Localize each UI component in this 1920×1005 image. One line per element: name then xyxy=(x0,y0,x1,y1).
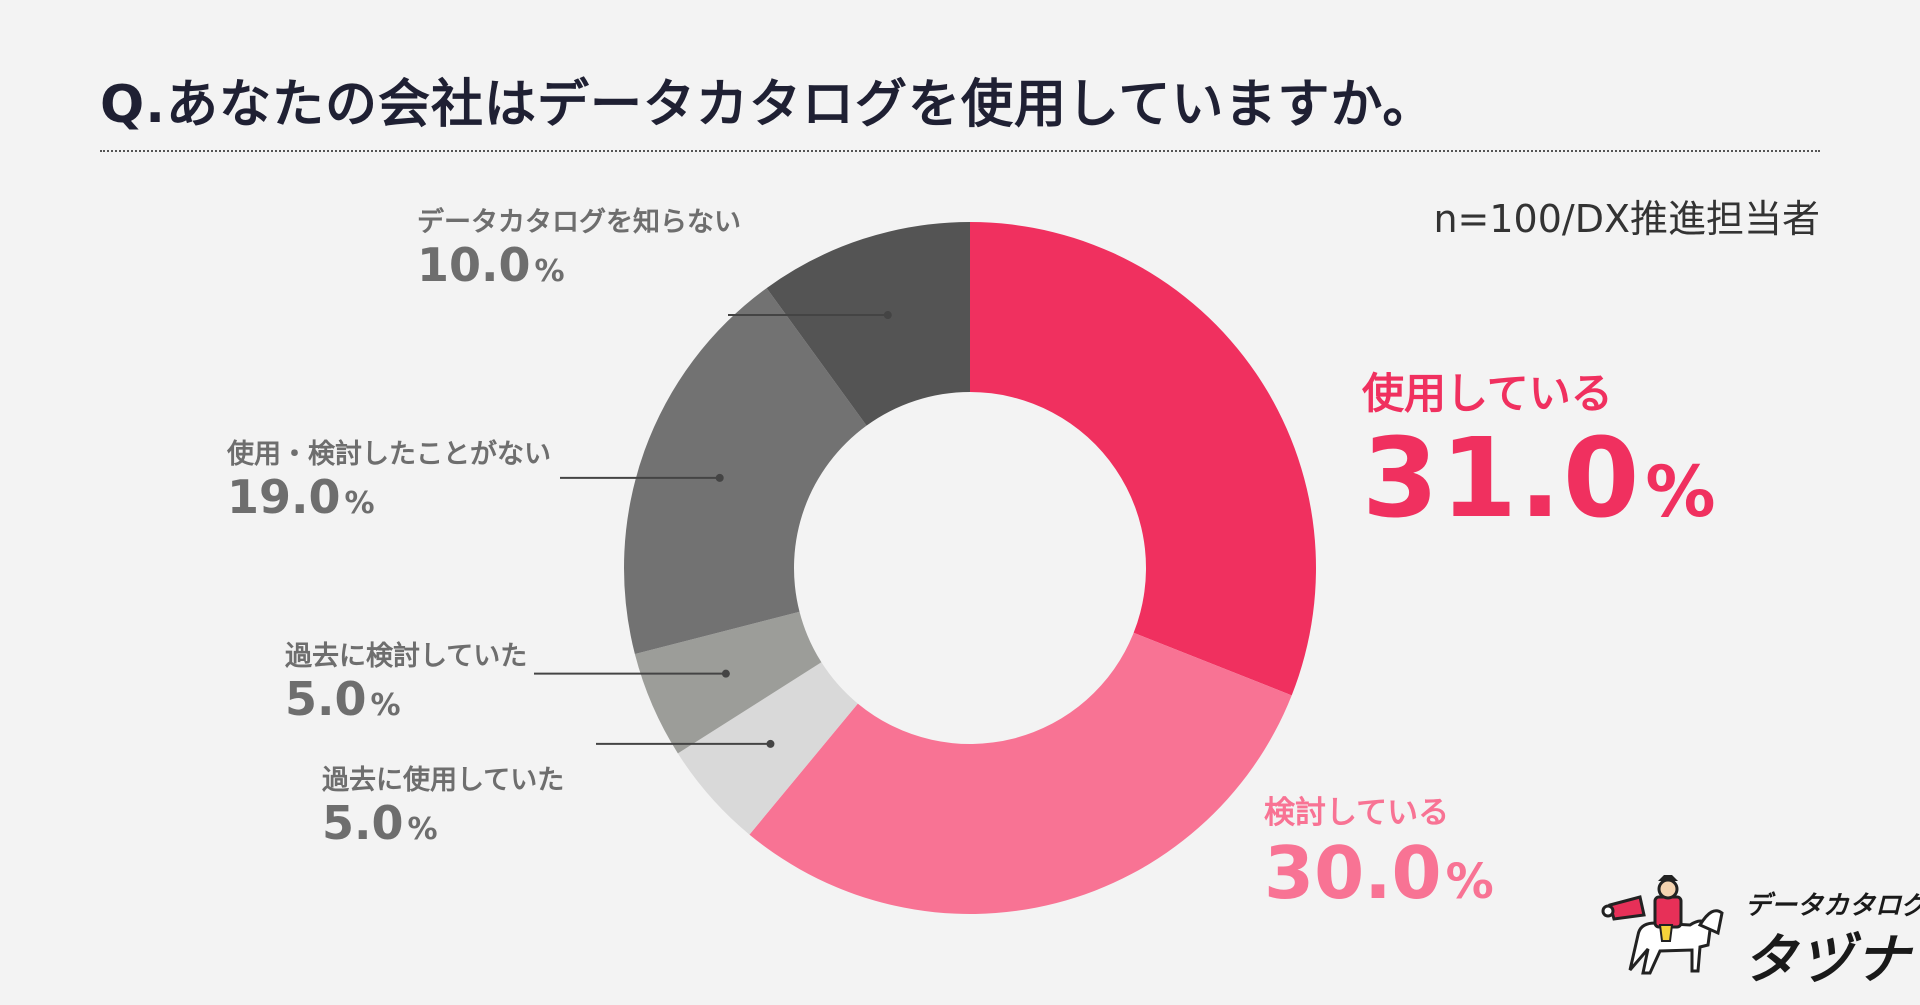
sample-note: n=100/DX推進担当者 xyxy=(1433,197,1820,241)
percent-sign: % xyxy=(534,254,565,289)
slice-label-value: 10.0 xyxy=(417,238,531,292)
donut-slice-never xyxy=(624,288,867,655)
slice-label-using: 使用している 31.0% xyxy=(1362,360,1718,537)
donut-slice-past-considered xyxy=(634,611,822,754)
slice-label-value: 31.0 xyxy=(1362,414,1642,542)
slice-label-past-considered: 過去に検討していた 5.0% xyxy=(285,634,527,726)
slice-label-name: 使用している xyxy=(1362,369,1613,418)
slice-label-never: 使用・検討したことがない 19.0% xyxy=(227,432,551,524)
slice-label-name: 使用・検討したことがない xyxy=(227,439,551,470)
logo-text-primary: データカタログ xyxy=(1745,891,1920,921)
leader-dot-unaware xyxy=(883,311,892,320)
logo-text-secondary: タヅナ xyxy=(1743,928,1911,991)
percent-sign: % xyxy=(1645,451,1718,533)
chart-title: Q.あなたの会社はデータカタログを使用していますか。 xyxy=(100,75,1436,135)
slice-label-name: 過去に使用していた xyxy=(322,765,565,796)
slice-label-unaware: データカタログを知らない 10.0% xyxy=(417,200,741,292)
donut-slice-past-used xyxy=(677,662,858,835)
slice-label-name: 過去に検討していた xyxy=(285,641,528,672)
donut-slice-unaware xyxy=(766,222,970,426)
horse-rider-mascot-icon xyxy=(1601,875,1724,975)
slice-label-past-used: 過去に使用していた 5.0% xyxy=(322,758,564,850)
percent-sign: % xyxy=(344,486,375,521)
brand-logo: データカタログ タヅナ xyxy=(1600,875,1920,991)
slice-label-value: 19.0 xyxy=(227,470,341,524)
percent-sign: % xyxy=(407,812,438,847)
percent-sign: % xyxy=(370,688,401,723)
title-divider xyxy=(100,150,1820,152)
slice-label-name: データカタログを知らない xyxy=(417,207,741,238)
slice-label-value: 30.0 xyxy=(1264,831,1442,915)
donut-slice-considering xyxy=(749,632,1292,914)
leader-dot-never xyxy=(715,473,724,482)
slice-label-considering: 検討している 30.0% xyxy=(1264,787,1494,915)
leader-dot-past-considered xyxy=(721,669,730,678)
slice-label-value: 5.0 xyxy=(285,672,367,726)
slice-label-value: 5.0 xyxy=(322,796,404,850)
donut-slice-using xyxy=(970,222,1316,696)
slice-label-name: 検討している xyxy=(1264,795,1450,831)
percent-sign: % xyxy=(1445,854,1494,910)
leader-dot-past-used xyxy=(766,739,775,748)
